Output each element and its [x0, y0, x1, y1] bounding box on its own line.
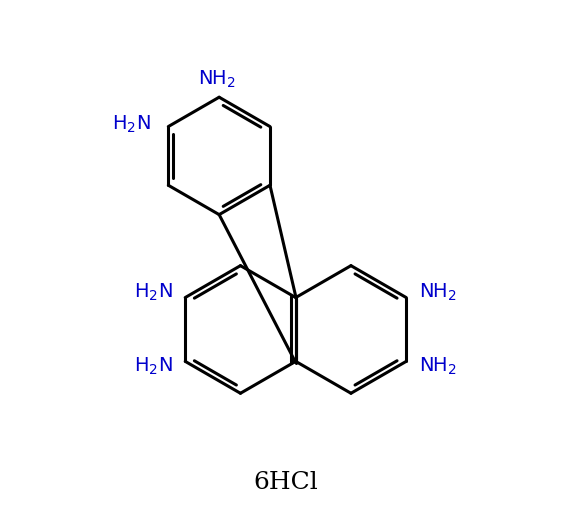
- Text: H$_2$N: H$_2$N: [134, 282, 172, 303]
- Text: NH$_2$: NH$_2$: [419, 356, 457, 377]
- Text: 6HCl: 6HCl: [253, 471, 318, 494]
- Text: H$_2$N: H$_2$N: [112, 114, 150, 135]
- Text: H$_2$N: H$_2$N: [134, 356, 172, 377]
- Text: NH$_2$: NH$_2$: [419, 282, 457, 303]
- Text: NH$_2$: NH$_2$: [198, 69, 236, 90]
